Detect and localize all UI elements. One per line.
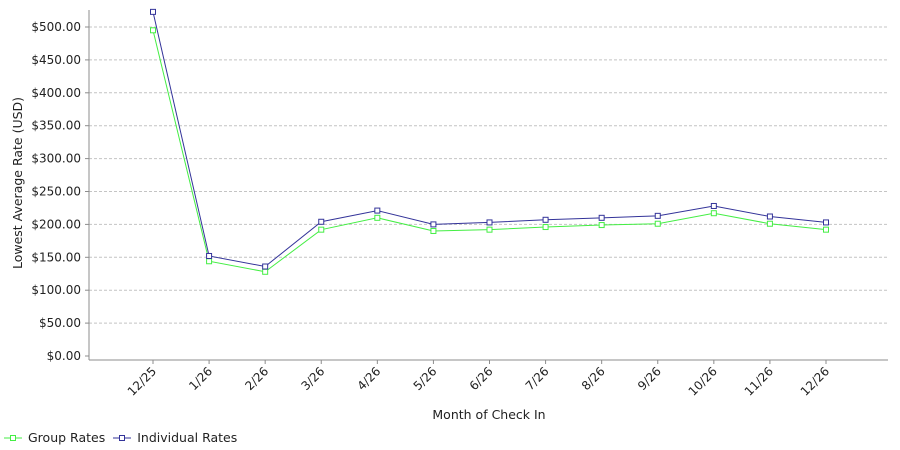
data-point-individual-rates — [654, 212, 661, 219]
x-tick-label: 12/26 — [798, 364, 832, 398]
data-point-individual-rates — [318, 218, 325, 225]
y-axis-ticks: $0.00 $50.00 $100.00 $150.00 $200.00 $250.00 $… — [31, 20, 89, 363]
series-individual-rates — [150, 8, 829, 270]
y-tick-label: $300.00 — [31, 152, 81, 166]
y-axis-title: Lowest Average Rate (USD) — [10, 97, 25, 269]
data-point-group-rates — [486, 226, 493, 233]
data-point-group-rates — [374, 214, 381, 221]
legend-item-group-rates: Group Rates — [4, 430, 105, 445]
y-tick-label: $500.00 — [31, 20, 81, 34]
legend-marker-individual-rates — [119, 434, 126, 441]
x-axis-ticks: 12/25 1/26 2/26 3/26 4/26 5/26 6/26 7/26 8/26 9/2… — [125, 360, 832, 399]
legend-label-individual-rates: Individual Rates — [137, 430, 238, 445]
data-point-group-rates — [542, 224, 549, 231]
data-point-group-rates — [598, 222, 605, 229]
legend-swatch-individual-rates — [113, 434, 132, 441]
data-point-group-rates — [654, 220, 661, 227]
data-point-group-rates — [430, 227, 437, 234]
data-point-group-rates — [206, 258, 213, 265]
x-tick-label: 9/26 — [635, 364, 664, 393]
data-point-individual-rates — [710, 202, 717, 209]
y-tick-label: $0.00 — [47, 349, 81, 363]
data-point-group-rates — [262, 268, 269, 275]
data-point-individual-rates — [486, 219, 493, 226]
series — [150, 8, 829, 275]
y-tick-label: $200.00 — [31, 217, 81, 231]
y-tick-label: $150.00 — [31, 250, 81, 264]
data-point-individual-rates — [150, 8, 156, 15]
data-point-group-rates — [318, 226, 325, 233]
y-tick-label: $450.00 — [31, 53, 81, 67]
series-group-rates — [150, 27, 829, 275]
x-tick-label: 8/26 — [579, 364, 608, 393]
y-tick-label: $250.00 — [31, 185, 81, 199]
y-tick-label: $50.00 — [39, 316, 81, 330]
data-point-group-rates — [823, 226, 829, 233]
x-axis-title: Month of Check In — [432, 407, 545, 422]
data-point-individual-rates — [430, 221, 437, 228]
gridlines — [89, 26, 888, 324]
x-tick-label: 10/26 — [686, 364, 720, 398]
data-point-individual-rates — [262, 263, 269, 270]
y-tick-label: $350.00 — [31, 119, 81, 133]
data-point-individual-rates — [542, 216, 549, 223]
x-tick-label: 12/25 — [125, 364, 159, 398]
data-point-individual-rates — [598, 214, 605, 221]
data-point-group-rates — [150, 27, 156, 34]
y-tick-label: $400.00 — [31, 86, 81, 100]
x-tick-label: 1/26 — [186, 364, 215, 393]
legend: Group Rates Individual Rates — [4, 430, 245, 445]
data-point-individual-rates — [374, 207, 381, 214]
legend-label-group-rates: Group Rates — [28, 430, 106, 445]
x-tick-label: 7/26 — [523, 364, 552, 393]
x-tick-label: 3/26 — [298, 364, 327, 393]
axes — [88, 10, 888, 361]
x-tick-label: 11/26 — [742, 364, 776, 398]
x-tick-label: 5/26 — [411, 364, 440, 393]
legend-swatch-group-rates — [4, 434, 22, 441]
x-tick-label: 4/26 — [354, 364, 383, 393]
data-point-individual-rates — [766, 213, 773, 220]
y-tick-label: $100.00 — [31, 283, 81, 297]
data-point-individual-rates — [823, 219, 829, 226]
x-tick-label: 2/26 — [242, 364, 271, 393]
series-line-group-rates — [152, 30, 827, 273]
x-tick-label: 6/26 — [467, 364, 496, 393]
legend-marker-group-rates — [10, 434, 16, 441]
legend-item-individual-rates: Individual Rates — [113, 430, 237, 445]
data-point-group-rates — [710, 210, 717, 217]
data-point-individual-rates — [206, 252, 213, 259]
data-point-group-rates — [766, 220, 773, 227]
